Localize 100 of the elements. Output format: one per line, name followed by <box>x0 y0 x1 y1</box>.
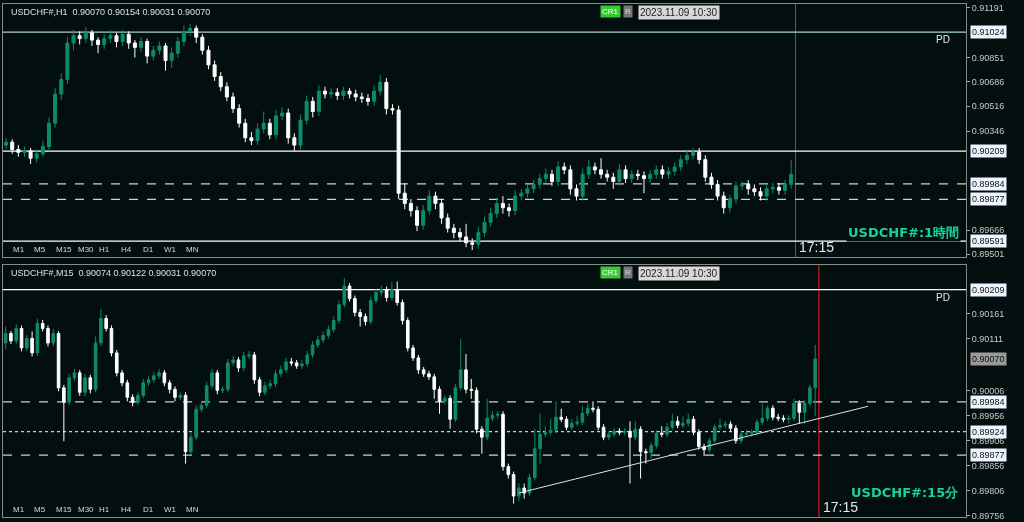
candlestick <box>734 424 738 445</box>
candlestick <box>556 160 561 187</box>
candlestick <box>443 394 447 405</box>
candlestick <box>746 179 751 196</box>
annotation: M15 <box>56 245 73 254</box>
annotation: PD <box>936 292 950 303</box>
candlestick <box>543 167 548 184</box>
candlestick <box>678 154 683 172</box>
candlestick <box>347 87 352 99</box>
annotation: 17:15 <box>799 239 835 255</box>
ref-line-label: 0.89591 <box>972 236 1005 246</box>
ref-line-label: 0.89877 <box>972 450 1005 460</box>
candlestick <box>365 93 370 107</box>
candlestick <box>592 162 597 175</box>
candlestick <box>53 87 58 129</box>
y-tick-label: 0.90686 <box>971 76 1005 87</box>
annotation: R <box>625 7 631 16</box>
annotation: H1 <box>99 245 110 254</box>
annotation: MN <box>186 505 199 514</box>
y-tick-label: 0.89501 <box>971 249 1005 260</box>
candlestick <box>4 137 9 150</box>
candlestick <box>691 147 696 161</box>
candlestick <box>390 281 394 302</box>
annotation: H1 <box>99 505 110 514</box>
candlestick <box>252 351 257 385</box>
candlestick <box>451 223 456 239</box>
candlestick <box>562 162 567 175</box>
candlestick <box>789 159 794 190</box>
candlestick <box>329 87 334 99</box>
candlestick <box>649 442 653 460</box>
candlestick <box>9 330 13 345</box>
candlestick <box>40 140 45 158</box>
candlestick <box>120 29 125 47</box>
candlestick <box>378 74 383 96</box>
candlestick <box>96 36 101 54</box>
candlestick <box>437 385 442 415</box>
candlestick <box>494 197 499 219</box>
candlestick <box>764 183 769 201</box>
candlestick <box>629 169 634 184</box>
candlestick <box>415 205 420 232</box>
ref-line-label: 0.91024 <box>972 27 1005 37</box>
candlestick <box>77 369 82 397</box>
candlestick <box>453 383 458 423</box>
candlestick <box>684 150 689 165</box>
candlestick <box>507 202 512 218</box>
annotation: 2023.11.09 10:30 <box>640 268 718 279</box>
candlestick <box>249 131 254 146</box>
candlestick <box>175 36 180 59</box>
annotation: M30 <box>78 245 95 254</box>
candlestick <box>549 169 554 187</box>
candlestick <box>617 163 622 187</box>
annotation: M15 <box>56 505 73 514</box>
candlestick <box>363 313 368 326</box>
candlestick <box>408 198 413 218</box>
candlestick <box>517 483 521 502</box>
candlestick <box>188 23 193 37</box>
annotation: M5 <box>34 245 46 254</box>
candlestick <box>359 92 364 104</box>
annotation: M30 <box>78 505 95 514</box>
candlestick <box>169 46 174 69</box>
candlestick <box>585 403 590 417</box>
annotation: D1 <box>143 505 154 514</box>
annotation: W1 <box>164 505 177 514</box>
candlestick <box>703 154 708 183</box>
candlestick <box>675 415 680 429</box>
candlestick <box>83 373 87 397</box>
candlestick <box>88 374 93 394</box>
annotation: M1 <box>13 505 25 514</box>
candlestick <box>59 73 64 101</box>
candlestick <box>341 86 346 101</box>
candlestick <box>427 189 432 216</box>
candlestick <box>537 173 542 190</box>
candlestick <box>605 169 610 183</box>
candlestick <box>448 394 452 430</box>
candlestick <box>353 89 358 102</box>
y-tick-label: 0.90516 <box>971 101 1005 112</box>
candlestick <box>22 146 27 158</box>
annotation: 17:15 <box>823 499 859 515</box>
candlestick <box>261 111 266 134</box>
annotation: R <box>625 268 631 277</box>
candlestick <box>30 330 34 357</box>
candlestick <box>783 179 788 196</box>
candlestick <box>728 420 733 432</box>
candlestick <box>623 164 628 184</box>
ref-line-label: 0.89984 <box>972 179 1005 189</box>
candlestick <box>231 92 236 114</box>
candlestick <box>622 427 627 436</box>
annotation: 2023.11.09 10:30 <box>640 7 718 18</box>
candlestick <box>727 194 732 213</box>
candlestick <box>599 157 604 180</box>
candlestick <box>770 182 775 194</box>
candlestick <box>25 334 29 352</box>
ref-line-label: 0.90209 <box>972 285 1005 295</box>
candlestick <box>236 356 241 373</box>
candlestick <box>654 164 659 180</box>
candlestick <box>586 159 591 180</box>
annotation: W1 <box>164 245 177 254</box>
candlestick <box>323 86 328 99</box>
candlestick <box>224 81 229 102</box>
candlestick <box>108 29 113 44</box>
